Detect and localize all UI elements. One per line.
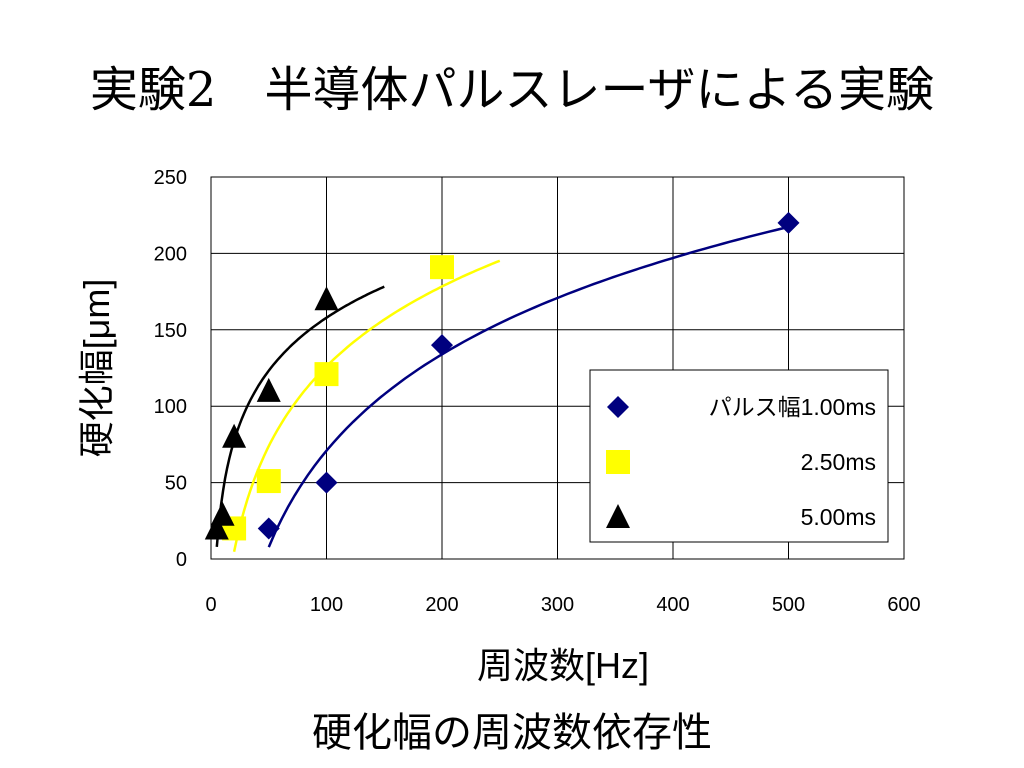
x-tick-labels: 0 100 200 300 400 500 600 — [205, 594, 920, 616]
legend: パルス幅1.00ms 2.50ms 5.00ms — [589, 369, 889, 543]
x-tick-label: 400 — [656, 594, 689, 616]
y-tick-labels: 0 50 100 150 200 250 — [154, 167, 187, 571]
legend-marker-triangle — [606, 504, 630, 528]
trend-line-1 — [267, 225, 789, 548]
frequency-dependence-chart: 0 100 200 300 400 500 600 0 50 100 150 200 250 周波数[… — [76, 167, 921, 686]
trend-line-3 — [215, 285, 385, 548]
y-tick-label: 200 — [154, 243, 187, 265]
data-point-diamond — [777, 211, 800, 234]
data-point-triangle — [256, 377, 281, 402]
legend-marker-square — [606, 450, 630, 474]
legend-entry: 2.50ms — [801, 449, 876, 475]
legend-entry: パルス幅1.00ms — [709, 394, 876, 420]
x-tick-label: 500 — [772, 594, 805, 616]
data-point-square — [430, 255, 454, 280]
legend-marker-diamond — [607, 396, 629, 418]
slide-caption: 硬化幅の周波数依存性 — [312, 710, 712, 756]
x-axis-label: 周波数[Hz] — [477, 645, 649, 686]
y-tick-label: 50 — [165, 473, 187, 495]
data-point-triangle — [204, 515, 229, 540]
y-tick-label: 250 — [154, 167, 187, 189]
data-point-square — [314, 362, 339, 387]
data-point-triangle — [210, 501, 235, 526]
data-point-triangle — [314, 286, 339, 311]
data-markers — [204, 211, 800, 541]
x-tick-label: 0 — [205, 594, 216, 616]
legend-entry: 5.00ms — [801, 504, 876, 530]
data-point-triangle — [222, 423, 247, 448]
y-tick-label: 150 — [154, 320, 187, 342]
x-tick-label: 600 — [887, 594, 920, 616]
x-tick-label: 100 — [310, 594, 343, 616]
x-tick-label: 300 — [541, 594, 574, 616]
y-tick-label: 0 — [176, 549, 187, 571]
trend-lines — [215, 225, 789, 553]
y-axis-label: 硬化幅[μm] — [76, 279, 117, 458]
slide-title: 実験2 半導体パルスレーザによる実験 — [89, 62, 935, 118]
plot-border — [210, 176, 905, 560]
data-point-diamond — [257, 517, 280, 540]
y-tick-label: 100 — [154, 396, 187, 418]
trend-line-2 — [232, 259, 501, 553]
legend-box — [589, 369, 889, 543]
x-tick-label: 200 — [425, 594, 458, 616]
data-point-diamond — [315, 471, 338, 494]
data-point-square — [256, 469, 281, 494]
data-point-diamond — [431, 334, 453, 357]
